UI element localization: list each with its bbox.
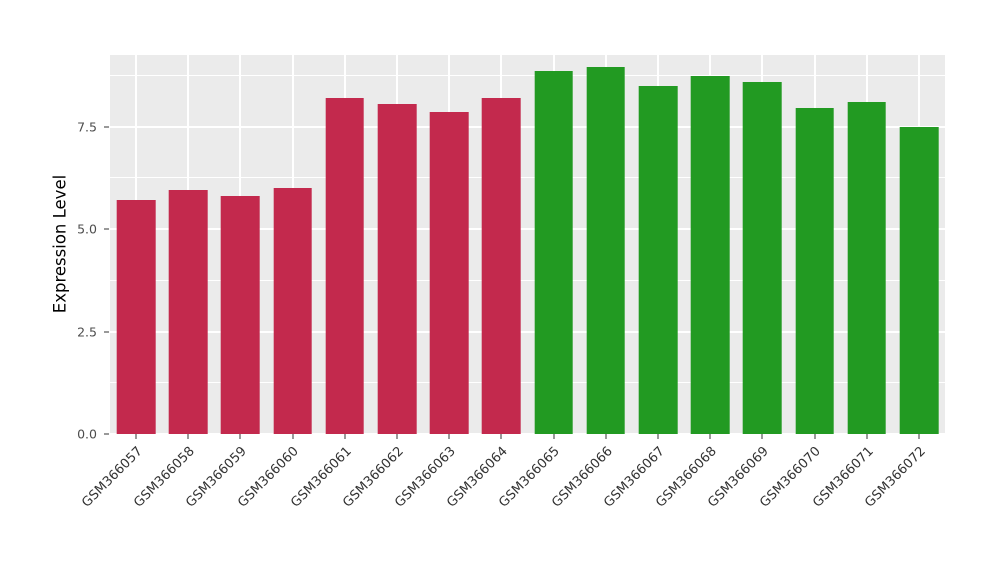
y-tick-label: 2.5 (77, 324, 97, 340)
x-tickmark (709, 434, 711, 439)
bar-GSM366060 (273, 188, 312, 434)
x-tickmark (918, 434, 920, 439)
bar-GSM366067 (638, 85, 678, 434)
gridline-major (110, 330, 945, 333)
x-tickmark (866, 434, 868, 439)
x-tickmark (553, 434, 555, 439)
x-tickmark (761, 434, 763, 439)
bar-GSM366065 (534, 71, 573, 434)
bar-GSM366070 (795, 108, 834, 434)
x-tickmark (344, 434, 346, 439)
y-tickmark (104, 331, 109, 333)
x-tickmark (657, 434, 659, 439)
bar-GSM366058 (168, 190, 208, 434)
bar-GSM366072 (899, 126, 939, 434)
y-tick-label: 5.0 (77, 221, 97, 237)
y-tick-label: 7.5 (77, 119, 97, 135)
bar-GSM366059 (221, 196, 260, 434)
bar-GSM366066 (586, 67, 626, 434)
y-tickmark (104, 228, 109, 230)
bar-GSM366061 (325, 98, 365, 434)
x-tickmark (396, 434, 398, 439)
x-tickmark (135, 434, 137, 439)
x-tickmark (500, 434, 502, 439)
gridline-minor (110, 382, 945, 384)
x-tickmark (448, 434, 450, 439)
y-tick-label: 0.0 (77, 426, 97, 442)
gridline-minor (110, 177, 945, 179)
x-tickmark (239, 434, 241, 439)
bar-GSM366071 (847, 102, 887, 434)
bar-GSM366068 (690, 75, 730, 434)
y-tickmark (104, 433, 109, 435)
bar-GSM366063 (429, 112, 469, 434)
bar-GSM366057 (116, 200, 156, 434)
bar-GSM366064 (482, 98, 521, 434)
y-tickmark (104, 126, 109, 128)
gridline-minor (110, 75, 945, 76)
y-axis: 0.0 2.5 5.0 7.5 (0, 55, 110, 442)
x-tickmark (814, 434, 816, 439)
gridline-minor (110, 279, 945, 281)
x-tickmark (292, 434, 294, 439)
gridline-major (110, 433, 945, 434)
x-tickmark (605, 434, 607, 439)
bar-GSM366062 (377, 104, 417, 434)
gridline-major (110, 125, 945, 128)
plot-panel (110, 55, 945, 434)
bar-GSM366069 (743, 81, 782, 434)
x-tickmark (187, 434, 189, 439)
x-axis: GSM366057 GSM366058 GSM366059 GSM366060 GSM3… (79, 434, 945, 554)
gridline-major (110, 228, 945, 231)
